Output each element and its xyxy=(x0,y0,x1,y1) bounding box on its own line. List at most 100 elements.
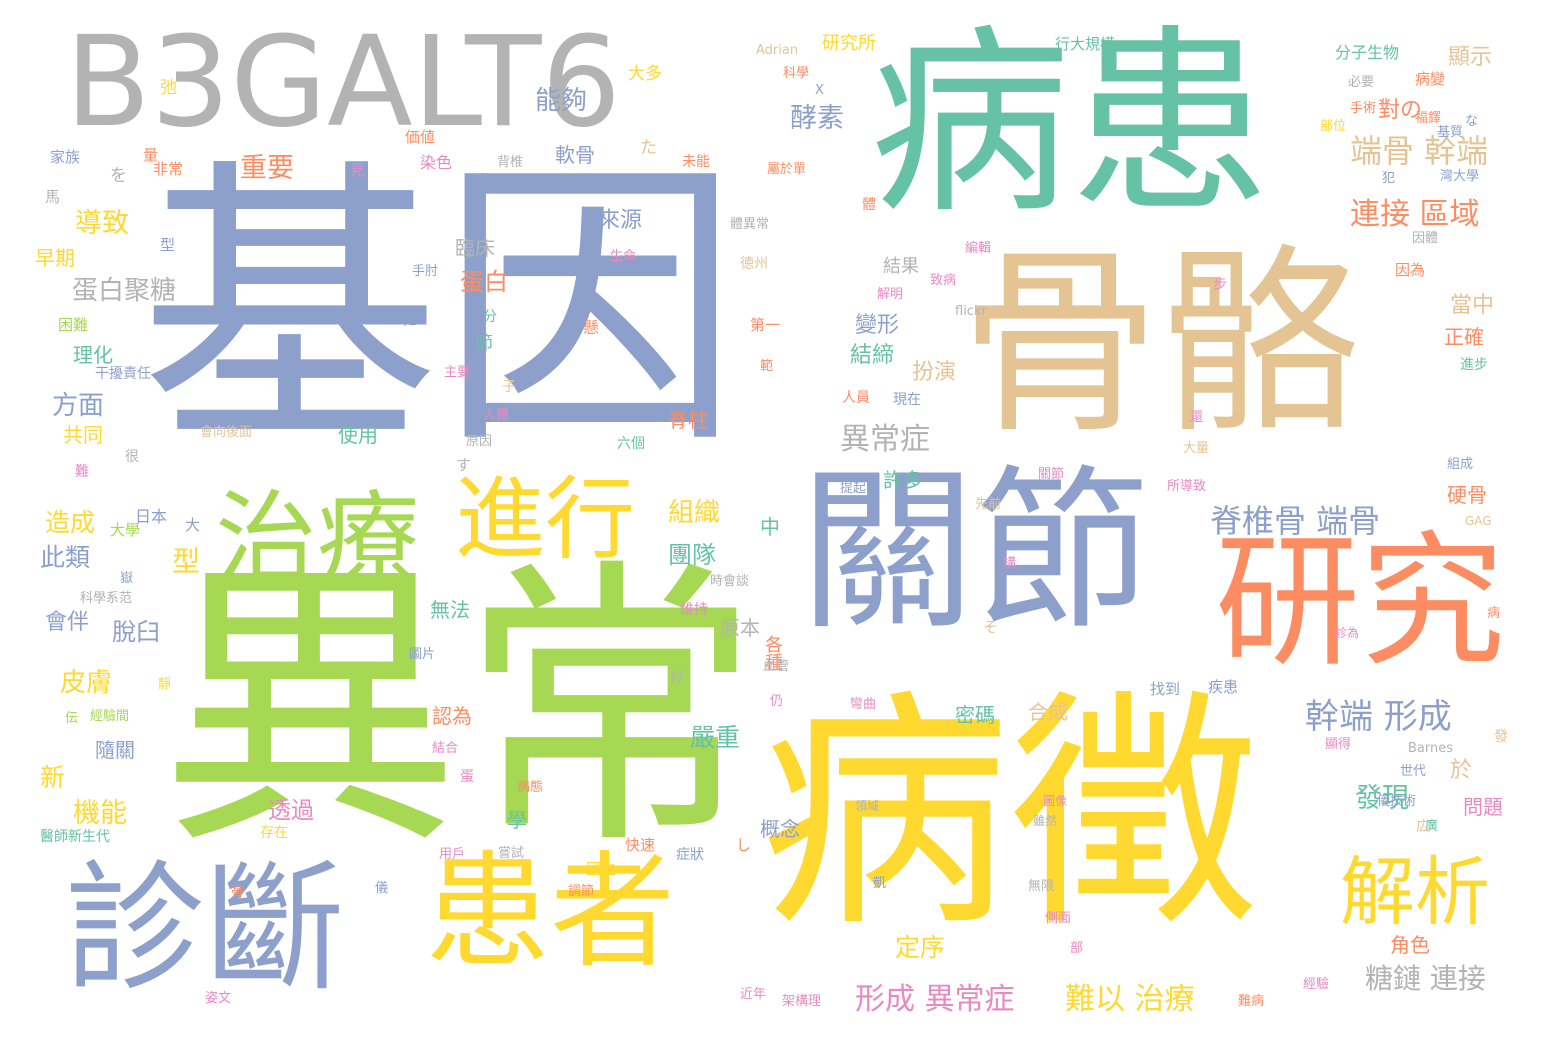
cloud-word: 科學 xyxy=(783,66,810,81)
cloud-word: 體 xyxy=(862,197,876,213)
cloud-word: 診斷 xyxy=(65,848,346,1011)
cloud-word: 端骨 幹端 xyxy=(1350,132,1489,170)
cloud-word: 圖像 xyxy=(1043,794,1068,808)
cloud-word: 基質 xyxy=(1437,125,1464,140)
cloud-word: 大學 xyxy=(110,521,141,539)
cloud-word: 主要 xyxy=(444,365,471,380)
cloud-word: 病徵 xyxy=(760,669,1260,960)
cloud-word: 維持 xyxy=(680,602,708,618)
cloud-word: 構 xyxy=(1003,556,1017,571)
cloud-word: 干擾責任 xyxy=(95,366,151,382)
cloud-word: 正確 xyxy=(1444,325,1484,349)
cloud-word: 臨床 xyxy=(455,236,495,260)
cloud-word: 症狀 xyxy=(676,847,704,863)
cloud-word: 很 xyxy=(125,449,139,465)
cloud-word: 學 xyxy=(507,808,527,832)
cloud-word: Adrian xyxy=(756,43,799,58)
cloud-word: 染色 xyxy=(420,153,453,172)
cloud-word: 量 xyxy=(143,146,159,164)
cloud-word: 問題 xyxy=(1463,795,1503,819)
cloud-word: 血管 xyxy=(763,659,790,674)
cloud-word: 分子生物 xyxy=(1335,43,1400,62)
cloud-word: 角色 xyxy=(1390,933,1430,957)
cloud-word: 骨骼 xyxy=(960,228,1361,461)
cloud-word: 弛 xyxy=(160,78,177,98)
cloud-word: 組成 xyxy=(1447,457,1474,472)
cloud-word: 醫師新生代 xyxy=(40,829,110,845)
cloud-word: 研究所 xyxy=(822,33,876,54)
cloud-word: 酵素 xyxy=(790,103,844,134)
cloud-word: 關節 xyxy=(1038,467,1065,482)
cloud-word: 進行 xyxy=(455,467,635,572)
cloud-word: 嘗試 xyxy=(498,846,525,861)
cloud-word: 病患 xyxy=(870,8,1271,241)
cloud-word: 非常 xyxy=(153,160,184,178)
cloud-word: け xyxy=(670,668,686,686)
cloud-word: 異常 xyxy=(160,535,760,884)
cloud-word: 因為 xyxy=(1395,261,1426,279)
cloud-word: 圖片 xyxy=(409,647,436,662)
cloud-word: 人員 xyxy=(842,390,870,406)
cloud-word: 發現 xyxy=(1355,783,1409,814)
cloud-word: 馬 xyxy=(45,188,61,206)
cloud-word: 第一 xyxy=(750,316,781,334)
cloud-word: 近年 xyxy=(740,987,767,1002)
cloud-word: 步 xyxy=(1213,277,1227,293)
cloud-word: 型 xyxy=(160,236,176,254)
cloud-word: 國立 xyxy=(586,860,617,878)
cloud-word: 節 xyxy=(475,333,493,354)
cloud-word: 編輯 xyxy=(965,241,992,256)
cloud-word: 価値 xyxy=(405,128,436,146)
cloud-word: 進步 xyxy=(1460,357,1488,373)
cloud-word: 仍 xyxy=(770,694,784,709)
cloud-word: 家族 xyxy=(50,148,81,166)
cloud-word: 側面 xyxy=(1045,911,1072,926)
cloud-word: 靜 xyxy=(158,677,172,692)
cloud-word: そ xyxy=(983,618,999,636)
cloud-word: 蛋 xyxy=(460,769,474,785)
cloud-word: 結締 xyxy=(850,343,895,368)
cloud-word: 基因 xyxy=(140,135,740,484)
cloud-word: 大量 xyxy=(1183,441,1210,456)
cloud-word: 組織 xyxy=(668,498,721,528)
cloud-word: 找到 xyxy=(1150,680,1181,698)
cloud-word: 部位 xyxy=(1320,119,1347,134)
cloud-word: 因體 xyxy=(1412,231,1439,246)
cloud-word: 日本 xyxy=(135,507,168,526)
cloud-word: 科學系范 xyxy=(80,591,133,606)
cloud-word: 福鐸 xyxy=(1415,111,1442,126)
cloud-word: 診為 xyxy=(1335,626,1360,640)
cloud-word: GAG xyxy=(1465,514,1492,528)
cloud-word: 疾患 xyxy=(1208,678,1239,696)
cloud-word: 許多 xyxy=(883,468,923,492)
cloud-word: 大多 xyxy=(628,64,662,84)
cloud-word: 調節 xyxy=(568,884,595,899)
cloud-word: 先前 xyxy=(975,497,1002,512)
cloud-word: 儀技術 xyxy=(1377,794,1417,809)
cloud-word: 犯 xyxy=(1382,171,1396,186)
cloud-word: 結合 xyxy=(432,741,459,756)
cloud-word: な xyxy=(1465,114,1479,129)
cloud-word: 雖然 xyxy=(1033,814,1058,828)
cloud-word: 解明 xyxy=(877,287,904,302)
cloud-word: 能夠 xyxy=(535,86,588,116)
cloud-word: 背椎 xyxy=(497,155,524,170)
cloud-word: 無限 xyxy=(1028,879,1055,894)
cloud-word: 使用 xyxy=(338,423,378,447)
cloud-word: を xyxy=(110,166,127,186)
cloud-word: 會向後面 xyxy=(200,425,253,440)
cloud-word: 見 xyxy=(350,161,366,179)
cloud-word: 定序 xyxy=(895,933,946,962)
cloud-word: X xyxy=(815,83,824,98)
cloud-word: 病態 xyxy=(517,780,544,795)
cloud-word: 遺傳 xyxy=(466,173,493,188)
cloud-word: 體異常 xyxy=(730,217,770,232)
cloud-word: Barnes xyxy=(1408,741,1454,756)
cloud-word: 人體 xyxy=(483,408,510,423)
cloud-word: 儀 xyxy=(375,881,389,896)
cloud-word: 領域 xyxy=(855,799,880,813)
cloud-word: 型 xyxy=(172,545,201,578)
cloud-word: 快速 xyxy=(625,836,656,854)
cloud-word: た xyxy=(640,138,657,158)
